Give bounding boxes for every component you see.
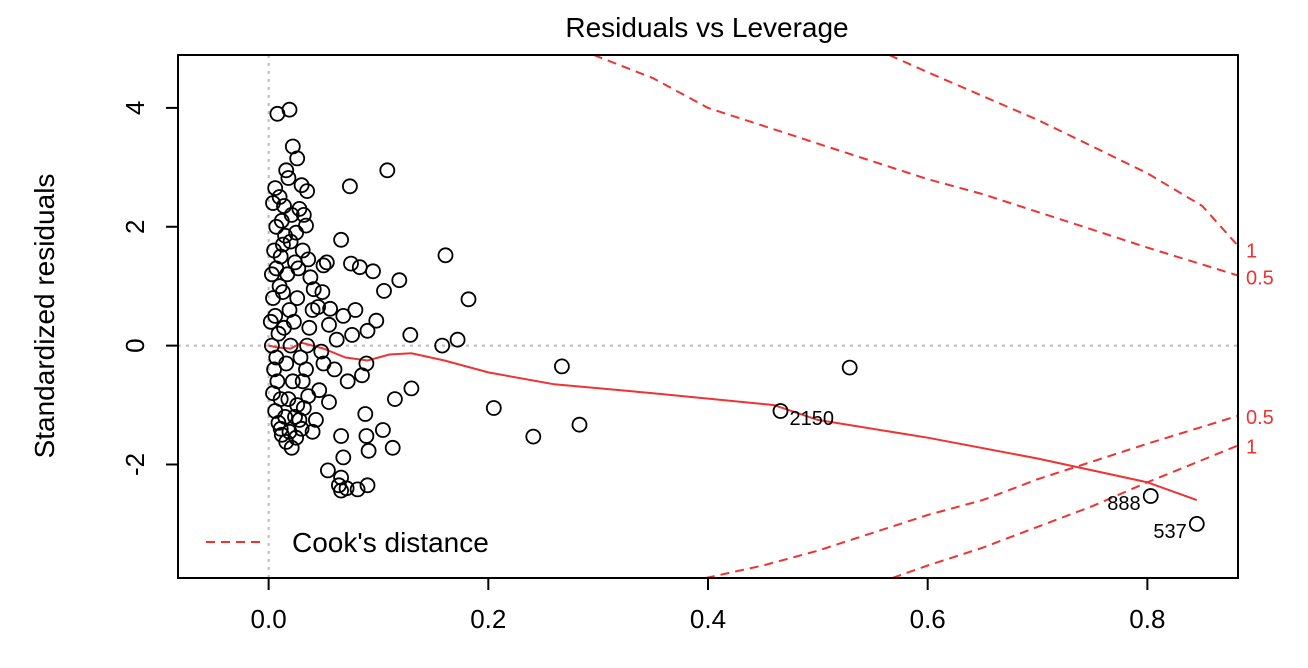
- labeled-data-point: [1144, 489, 1158, 503]
- data-point: [320, 255, 334, 269]
- smooth-line-group: [269, 343, 1197, 500]
- x-axis: 0.0 0.2 0.4 0.6 0.8: [251, 578, 1166, 634]
- data-point: [376, 423, 390, 437]
- y-tick-label: 4: [120, 101, 150, 115]
- y-axis-label: Standardized residuals: [29, 174, 60, 459]
- labeled-data-point: [1190, 517, 1204, 531]
- smooth-line: [269, 343, 1197, 500]
- data-point: [330, 333, 344, 347]
- x-tick-label: 0.0: [251, 604, 287, 634]
- data-point: [526, 430, 540, 444]
- x-tick-label: 0.2: [470, 604, 506, 634]
- point-labels: 2150 888 537: [789, 408, 1186, 543]
- point-label: 888: [1107, 493, 1140, 515]
- data-point: [302, 321, 316, 335]
- data-point: [359, 429, 373, 443]
- data-point: [290, 291, 304, 305]
- data-point: [843, 361, 857, 375]
- data-point: [380, 163, 394, 177]
- cooks-distance-curve-0: [594, 55, 1238, 276]
- data-point: [292, 413, 306, 427]
- y-axis: -2 0 2 4: [120, 101, 178, 476]
- cooks-distance-label: 1: [1246, 241, 1257, 263]
- point-label: 2150: [789, 408, 834, 430]
- data-point: [361, 324, 375, 338]
- cooks-distance-labels: 1 0.5 0.5 1: [1246, 241, 1274, 459]
- chart-title: Residuals vs Leverage: [565, 12, 848, 43]
- data-point: [322, 395, 336, 409]
- data-point: [317, 258, 331, 272]
- data-point: [573, 418, 587, 432]
- data-point: [268, 181, 282, 195]
- cooks-distance-label: 1: [1246, 437, 1257, 459]
- data-point: [336, 309, 350, 323]
- data-point: [462, 292, 476, 306]
- data-point: [322, 318, 336, 332]
- data-point: [269, 220, 283, 234]
- data-point: [295, 178, 309, 192]
- data-point: [404, 381, 418, 395]
- data-point: [439, 248, 453, 262]
- data-point: [343, 179, 357, 193]
- data-point: [358, 407, 372, 421]
- data-point: [555, 359, 569, 373]
- data-point: [290, 151, 304, 165]
- cooks-distance-curves: [594, 55, 1238, 578]
- data-point: [336, 450, 350, 464]
- data-point: [392, 273, 406, 287]
- data-point: [362, 444, 376, 458]
- data-point: [281, 171, 295, 185]
- data-point: [353, 260, 367, 274]
- cooks-distance-label: 0.5: [1246, 407, 1274, 429]
- data-point: [344, 257, 358, 271]
- point-label: 537: [1153, 521, 1186, 543]
- data-point: [321, 463, 335, 477]
- data-point: [341, 374, 355, 388]
- data-points: [264, 103, 1204, 531]
- legend-label: Cook's distance: [292, 527, 489, 558]
- cooks-distance-label: 0.5: [1246, 267, 1274, 289]
- data-point: [345, 328, 359, 342]
- data-point: [451, 333, 465, 347]
- data-point: [272, 327, 286, 341]
- data-point: [386, 441, 400, 455]
- x-tick-label: 0.4: [690, 604, 726, 634]
- data-point: [487, 401, 501, 415]
- y-tick-label: -2: [120, 453, 150, 476]
- legend: Cook's distance: [206, 527, 489, 558]
- cooks-distance-curve-1: [889, 55, 1238, 246]
- data-point: [315, 285, 329, 299]
- x-tick-label: 0.6: [910, 604, 946, 634]
- data-point: [334, 429, 348, 443]
- data-point: [294, 351, 308, 365]
- labeled-data-point: [774, 404, 788, 418]
- y-tick-label: 0: [120, 338, 150, 352]
- data-point: [283, 103, 297, 117]
- data-point: [388, 392, 402, 406]
- data-point: [334, 484, 348, 498]
- data-point: [334, 233, 348, 247]
- data-point: [377, 284, 391, 298]
- data-point: [300, 184, 314, 198]
- y-tick-label: 2: [120, 220, 150, 234]
- data-point: [403, 328, 417, 342]
- x-tick-label: 0.8: [1129, 604, 1165, 634]
- data-point: [366, 264, 380, 278]
- data-point: [355, 368, 369, 382]
